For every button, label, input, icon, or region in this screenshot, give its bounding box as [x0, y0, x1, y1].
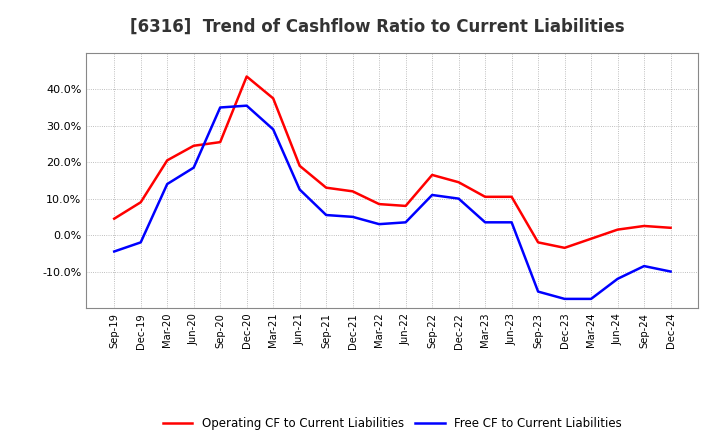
Operating CF to Current Liabilities — [136, 200, 145, 205]
Line: Free CF to Current Liabilities: Free CF to Current Liabilities — [114, 106, 670, 299]
Legend: Operating CF to Current Liabilities, Free CF to Current Liabilities: Operating CF to Current Liabilities, Fre… — [158, 412, 627, 435]
Free CF to Current Liabilities — [269, 127, 277, 132]
Free CF to Current Liabilities — [243, 103, 251, 108]
Free CF to Current Liabilities — [348, 214, 357, 220]
Operating CF to Current Liabilities — [481, 194, 490, 199]
Operating CF to Current Liabilities — [560, 245, 569, 250]
Free CF to Current Liabilities — [481, 220, 490, 225]
Operating CF to Current Liabilities — [322, 185, 330, 191]
Line: Operating CF to Current Liabilities: Operating CF to Current Liabilities — [114, 77, 670, 248]
Free CF to Current Liabilities — [216, 105, 225, 110]
Free CF to Current Liabilities — [428, 192, 436, 198]
Operating CF to Current Liabilities — [508, 194, 516, 199]
Operating CF to Current Liabilities — [401, 203, 410, 209]
Free CF to Current Liabilities — [666, 269, 675, 274]
Operating CF to Current Liabilities — [640, 224, 649, 229]
Free CF to Current Liabilities — [613, 276, 622, 282]
Operating CF to Current Liabilities — [243, 74, 251, 79]
Free CF to Current Liabilities — [189, 165, 198, 170]
Free CF to Current Liabilities — [508, 220, 516, 225]
Free CF to Current Liabilities — [587, 296, 595, 301]
Operating CF to Current Liabilities — [534, 240, 542, 245]
Operating CF to Current Liabilities — [295, 163, 304, 169]
Operating CF to Current Liabilities — [375, 202, 384, 207]
Free CF to Current Liabilities — [110, 249, 119, 254]
Operating CF to Current Liabilities — [454, 180, 463, 185]
Operating CF to Current Liabilities — [216, 139, 225, 145]
Operating CF to Current Liabilities — [269, 96, 277, 101]
Free CF to Current Liabilities — [454, 196, 463, 201]
Free CF to Current Liabilities — [136, 240, 145, 245]
Operating CF to Current Liabilities — [613, 227, 622, 232]
Operating CF to Current Liabilities — [666, 225, 675, 231]
Free CF to Current Liabilities — [640, 264, 649, 269]
Operating CF to Current Liabilities — [189, 143, 198, 148]
Free CF to Current Liabilities — [295, 187, 304, 192]
Operating CF to Current Liabilities — [587, 236, 595, 242]
Operating CF to Current Liabilities — [348, 189, 357, 194]
Free CF to Current Liabilities — [534, 289, 542, 294]
Free CF to Current Liabilities — [322, 213, 330, 218]
Free CF to Current Liabilities — [163, 181, 171, 187]
Operating CF to Current Liabilities — [428, 172, 436, 178]
Operating CF to Current Liabilities — [163, 158, 171, 163]
Free CF to Current Liabilities — [401, 220, 410, 225]
Free CF to Current Liabilities — [375, 221, 384, 227]
Text: [6316]  Trend of Cashflow Ratio to Current Liabilities: [6316] Trend of Cashflow Ratio to Curren… — [130, 18, 624, 36]
Operating CF to Current Liabilities — [110, 216, 119, 221]
Free CF to Current Liabilities — [560, 296, 569, 301]
